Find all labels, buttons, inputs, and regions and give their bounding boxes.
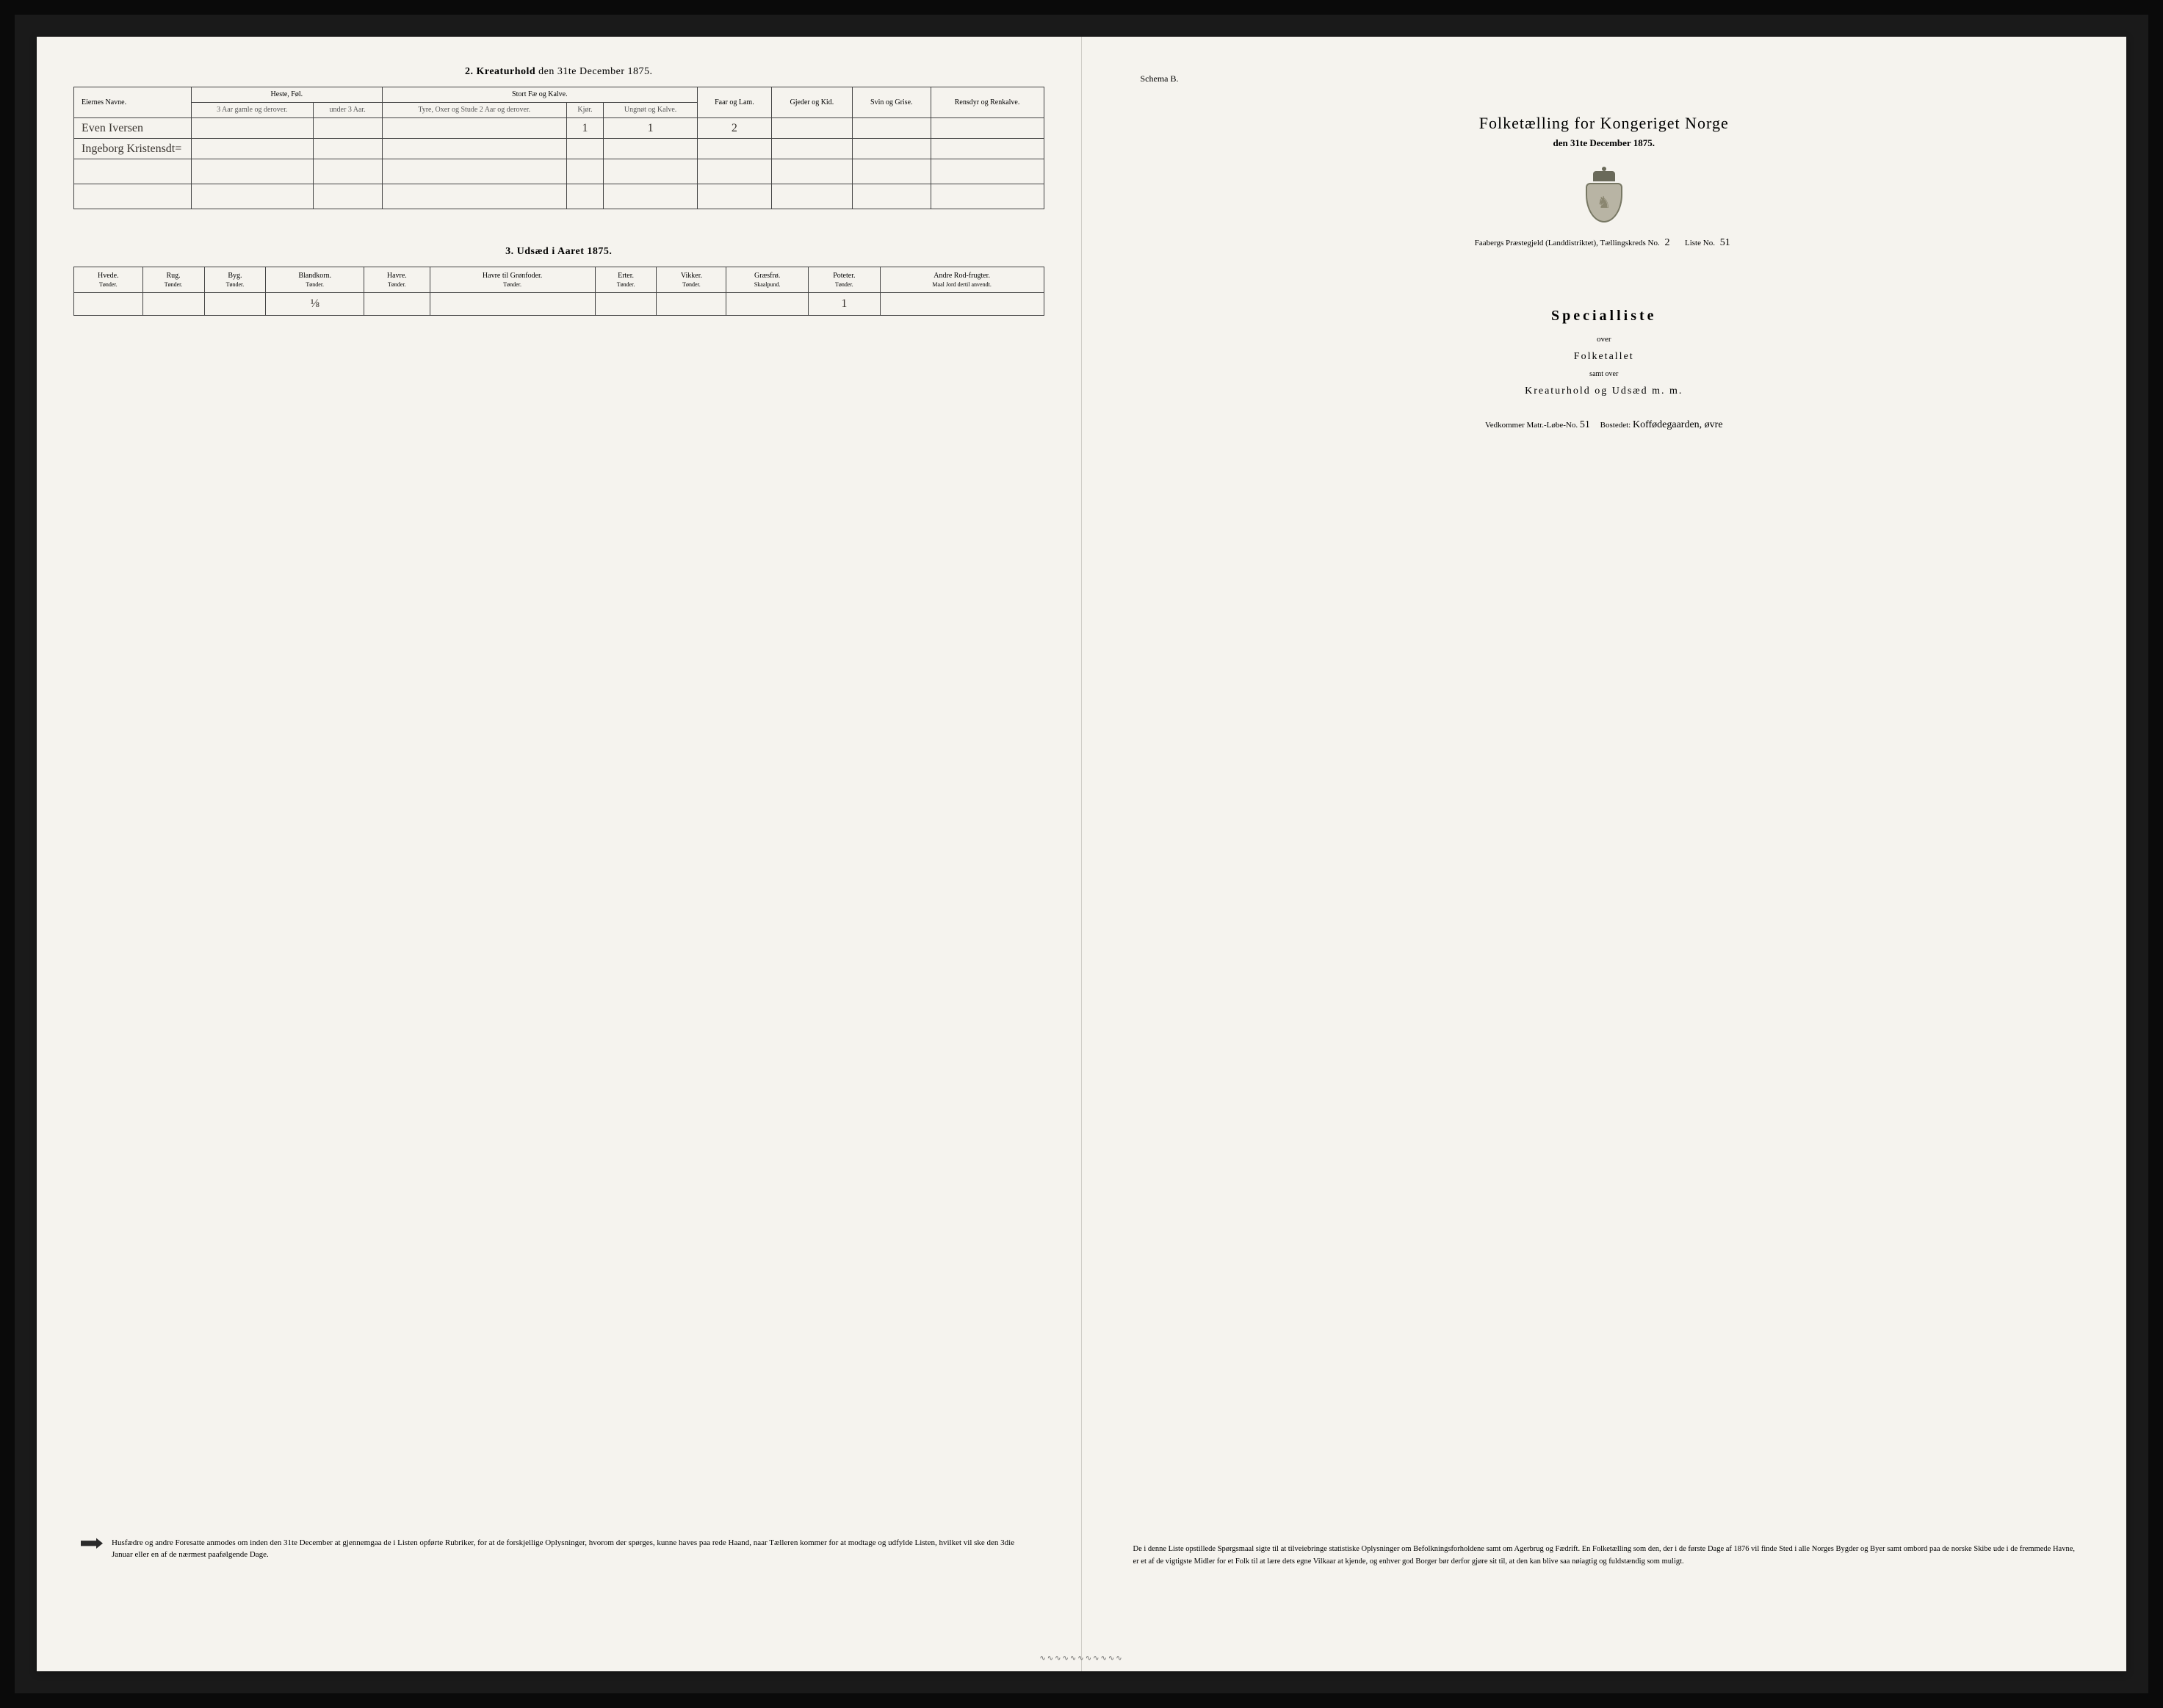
cell	[657, 293, 726, 316]
cell	[852, 118, 931, 139]
instruction-note: Husfædre og andre Foresatte anmodes om i…	[81, 1537, 1037, 1561]
vedkommer-label: Vedkommer Matr.-Løbe-No.	[1485, 421, 1578, 430]
th-stort: Stort Fæ og Kalve.	[382, 87, 697, 103]
cell	[364, 293, 430, 316]
cell	[204, 293, 266, 316]
specialliste-title: Specialliste	[1119, 308, 2090, 325]
cell	[566, 139, 603, 159]
th-owner: Eiernes Navne.	[74, 87, 192, 118]
cell	[771, 118, 852, 139]
section3-main: Udsæd i Aaret 1875.	[517, 246, 613, 257]
table-row: Ingeborg Kristensdt=	[74, 139, 1044, 159]
th: Poteter.Tønder.	[808, 267, 880, 293]
right-page: Schema B. Folketælling for Kongeriget No…	[1082, 37, 2127, 1671]
liste-no: 51	[1717, 237, 1733, 248]
binding-marks: ∿∿∿∿∿∿∿∿∿∿∿	[1039, 1654, 1123, 1662]
cell	[852, 139, 931, 159]
owner-cell: Even Iversen	[74, 118, 192, 139]
over-label: over	[1119, 335, 2090, 344]
cell	[880, 293, 1044, 316]
cell	[931, 139, 1044, 159]
cell	[382, 139, 566, 159]
th: Hvede.Tønder.	[74, 267, 143, 293]
cell	[313, 139, 382, 159]
coat-of-arms-icon: ♞	[1582, 171, 1626, 222]
district-prefix: Faabergs Præstegjeld (Landdistriktet), T…	[1475, 239, 1660, 247]
cell: 1	[566, 118, 603, 139]
vedkommer-line: Vedkommer Matr.-Løbe-No. 51 Bostedet: Ko…	[1119, 419, 2090, 431]
bosted-label: Bostedet:	[1600, 421, 1631, 430]
samt-label: samt over	[1119, 370, 2090, 378]
pointing-hand-icon	[81, 1537, 103, 1550]
purpose-text: De i denne Liste opstillede Spørgsmaal s…	[1133, 1544, 2076, 1568]
main-title: Folketælling for Kongeriget Norge	[1119, 114, 2090, 133]
section3-num: 3.	[505, 246, 514, 257]
folketal-label: Folketallet	[1119, 351, 2090, 363]
section2-main: Kreaturhold	[476, 66, 535, 77]
table-row: ⅛ 1	[74, 293, 1044, 316]
section2-title: 2. Kreaturhold den 31te December 1875.	[73, 66, 1044, 78]
th-heste: Heste, Føl.	[192, 87, 383, 103]
cell: 2	[697, 118, 771, 139]
table-row: Even Iversen 1 1 2	[74, 118, 1044, 139]
th-stort-sub2: Kjør.	[566, 103, 603, 118]
left-page: 2. Kreaturhold den 31te December 1875. E…	[37, 37, 1082, 1671]
kreaturhold-table: Eiernes Navne. Heste, Føl. Stort Fæ og K…	[73, 87, 1044, 209]
th: Havre.Tønder.	[364, 267, 430, 293]
table-row	[74, 159, 1044, 184]
th: Rug.Tønder.	[142, 267, 204, 293]
section3-title: 3. Udsæd i Aaret 1875.	[73, 246, 1044, 258]
crown-icon	[1593, 171, 1615, 181]
cell	[595, 293, 657, 316]
th: Græsfrø.Skaalpund.	[726, 267, 809, 293]
th-faar: Faar og Lam.	[697, 87, 771, 118]
cell	[771, 139, 852, 159]
cell	[430, 293, 595, 316]
cell	[382, 118, 566, 139]
subtitle: den 31te December 1875.	[1119, 137, 2090, 149]
cell	[313, 118, 382, 139]
cell: 1	[604, 118, 698, 139]
th: Byg.Tønder.	[204, 267, 266, 293]
cell: ⅛	[266, 293, 364, 316]
th-heste-sub2: under 3 Aar.	[313, 103, 382, 118]
section2-rest: den 31te December 1875.	[538, 66, 652, 77]
th-stort-sub1: Tyre, Oxer og Stude 2 Aar og derover.	[382, 103, 566, 118]
census-document: 2. Kreaturhold den 31te December 1875. E…	[37, 37, 2126, 1671]
district-no: 2	[1662, 237, 1673, 248]
cell	[192, 118, 314, 139]
schema-label: Schema B.	[1141, 73, 2090, 84]
th-gjeder: Gjeder og Kid.	[771, 87, 852, 118]
scan-background: 2. Kreaturhold den 31te December 1875. E…	[15, 15, 2148, 1693]
cell	[604, 139, 698, 159]
district-line: Faabergs Præstegjeld (Landdistriktet), T…	[1119, 237, 2090, 249]
th: Andre Rod-frugter.Maal Jord dertil anven…	[880, 267, 1044, 293]
udsæd-table: Hvede.Tønder. Rug.Tønder. Byg.Tønder. Bl…	[73, 267, 1044, 316]
table-row	[74, 184, 1044, 209]
section2-num: 2.	[465, 66, 474, 77]
bosted-value: Koffødegaarden, øvre	[1633, 419, 1723, 430]
th-stort-sub3: Ungnøt og Kalve.	[604, 103, 698, 118]
matr-no: 51	[1580, 419, 1590, 430]
th: Erter.Tønder.	[595, 267, 657, 293]
th-heste-sub1: 3 Aar gamle og derover.	[192, 103, 314, 118]
cell	[931, 118, 1044, 139]
cell: 1	[808, 293, 880, 316]
liste-label: Liste No.	[1685, 239, 1715, 247]
th-rensdyr: Rensdyr og Renkalve.	[931, 87, 1044, 118]
cell	[142, 293, 204, 316]
cell	[192, 139, 314, 159]
th: Havre til Grønfoder.Tønder.	[430, 267, 595, 293]
th: Vikker.Tønder.	[657, 267, 726, 293]
th-svin: Svin og Grise.	[852, 87, 931, 118]
owner-cell: Ingeborg Kristensdt=	[74, 139, 192, 159]
th: Blandkorn.Tønder.	[266, 267, 364, 293]
kreatur-label: Kreaturhold og Udsæd m. m.	[1119, 386, 2090, 397]
instruction-text: Husfædre og andre Foresatte anmodes om i…	[112, 1537, 1037, 1561]
shield-icon: ♞	[1586, 183, 1622, 222]
cell	[697, 139, 771, 159]
cell	[726, 293, 809, 316]
cell	[74, 293, 143, 316]
